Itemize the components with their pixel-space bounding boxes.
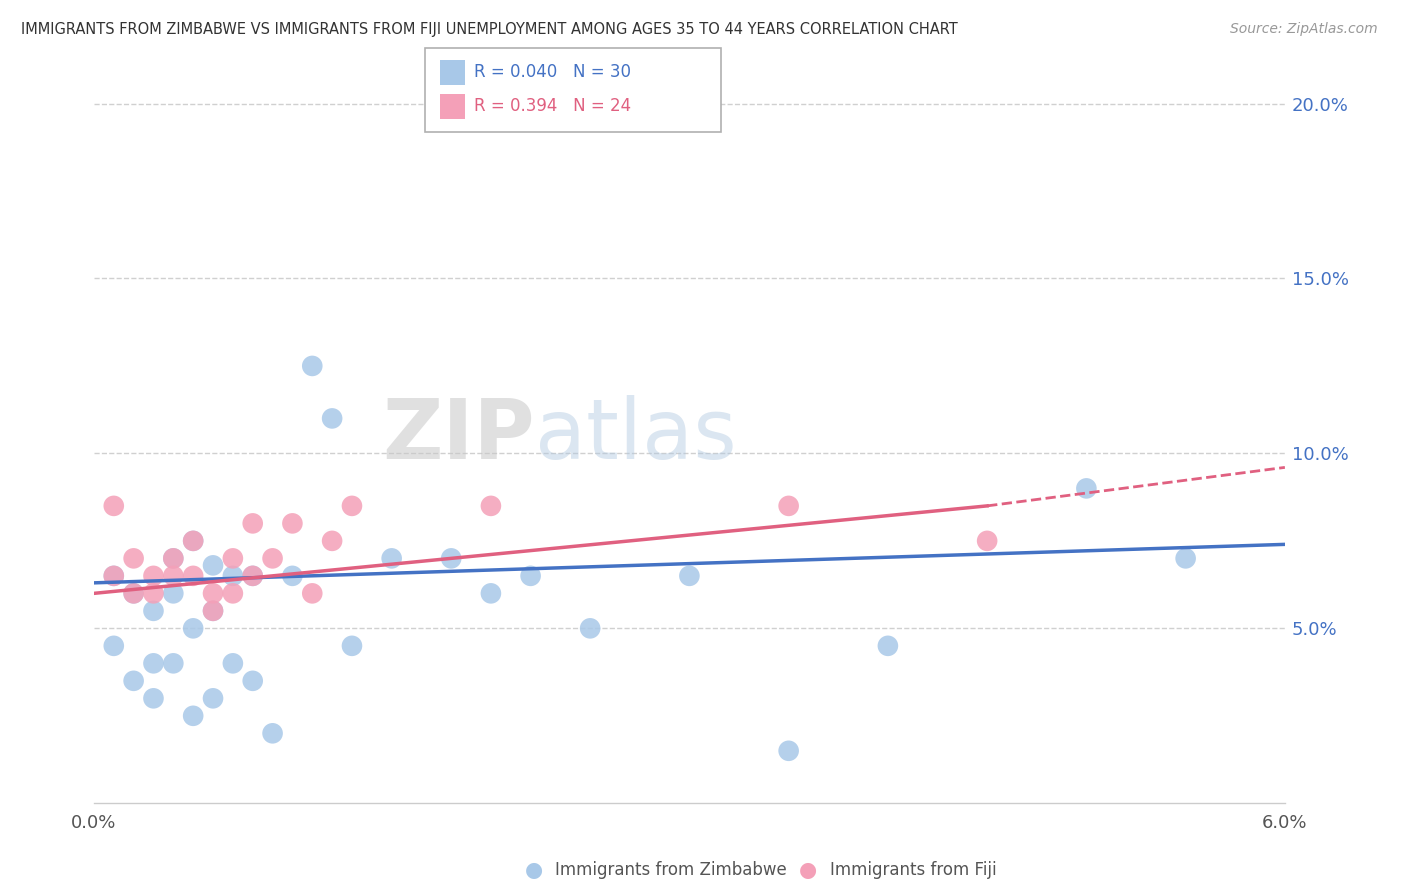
Point — [242, 516, 264, 531]
Text: ZIP: ZIP — [382, 395, 534, 476]
Point — [122, 586, 145, 600]
Point — [301, 586, 323, 600]
Point — [340, 639, 363, 653]
Point — [519, 569, 541, 583]
Point — [162, 569, 184, 583]
Text: IMMIGRANTS FROM ZIMBABWE VS IMMIGRANTS FROM FIJI UNEMPLOYMENT AMONG AGES 35 TO 4: IMMIGRANTS FROM ZIMBABWE VS IMMIGRANTS F… — [21, 22, 957, 37]
Text: Source: ZipAtlas.com: Source: ZipAtlas.com — [1230, 22, 1378, 37]
Point — [122, 673, 145, 688]
Point — [262, 726, 284, 740]
Point — [181, 621, 204, 635]
Point — [1076, 482, 1098, 496]
Text: ●: ● — [800, 860, 817, 880]
Point — [202, 586, 225, 600]
Point — [479, 499, 502, 513]
Point — [479, 586, 502, 600]
Point — [162, 657, 184, 671]
Point — [301, 359, 323, 373]
Point — [778, 744, 800, 758]
Point — [162, 551, 184, 566]
Point — [281, 569, 304, 583]
Point — [381, 551, 404, 566]
Point — [122, 551, 145, 566]
Point — [103, 639, 125, 653]
Point — [181, 533, 204, 548]
Text: ●: ● — [526, 860, 543, 880]
Point — [202, 604, 225, 618]
Point — [242, 569, 264, 583]
Point — [976, 533, 998, 548]
Text: Immigrants from Fiji: Immigrants from Fiji — [830, 861, 997, 879]
Point — [321, 411, 343, 425]
Point — [142, 586, 165, 600]
Point — [778, 499, 800, 513]
Point — [222, 569, 245, 583]
Point — [142, 691, 165, 706]
Point — [579, 621, 602, 635]
Point — [142, 569, 165, 583]
Text: R = 0.394   N = 24: R = 0.394 N = 24 — [474, 97, 631, 115]
Point — [103, 569, 125, 583]
Point — [103, 499, 125, 513]
Point — [122, 586, 145, 600]
Point — [222, 657, 245, 671]
Point — [242, 569, 264, 583]
Point — [181, 569, 204, 583]
Point — [222, 586, 245, 600]
Point — [340, 499, 363, 513]
Point — [321, 533, 343, 548]
Text: atlas: atlas — [534, 395, 737, 476]
Point — [678, 569, 700, 583]
Point — [262, 551, 284, 566]
Point — [440, 551, 463, 566]
Point — [181, 708, 204, 723]
Point — [1174, 551, 1197, 566]
Point — [222, 551, 245, 566]
Point — [202, 604, 225, 618]
Point — [202, 558, 225, 573]
Point — [162, 586, 184, 600]
Point — [162, 551, 184, 566]
Point — [877, 639, 900, 653]
Point — [242, 673, 264, 688]
Point — [103, 569, 125, 583]
Point — [142, 604, 165, 618]
Point — [142, 657, 165, 671]
Point — [181, 533, 204, 548]
Point — [281, 516, 304, 531]
Text: R = 0.040   N = 30: R = 0.040 N = 30 — [474, 63, 631, 81]
Point — [202, 691, 225, 706]
Text: Immigrants from Zimbabwe: Immigrants from Zimbabwe — [555, 861, 787, 879]
